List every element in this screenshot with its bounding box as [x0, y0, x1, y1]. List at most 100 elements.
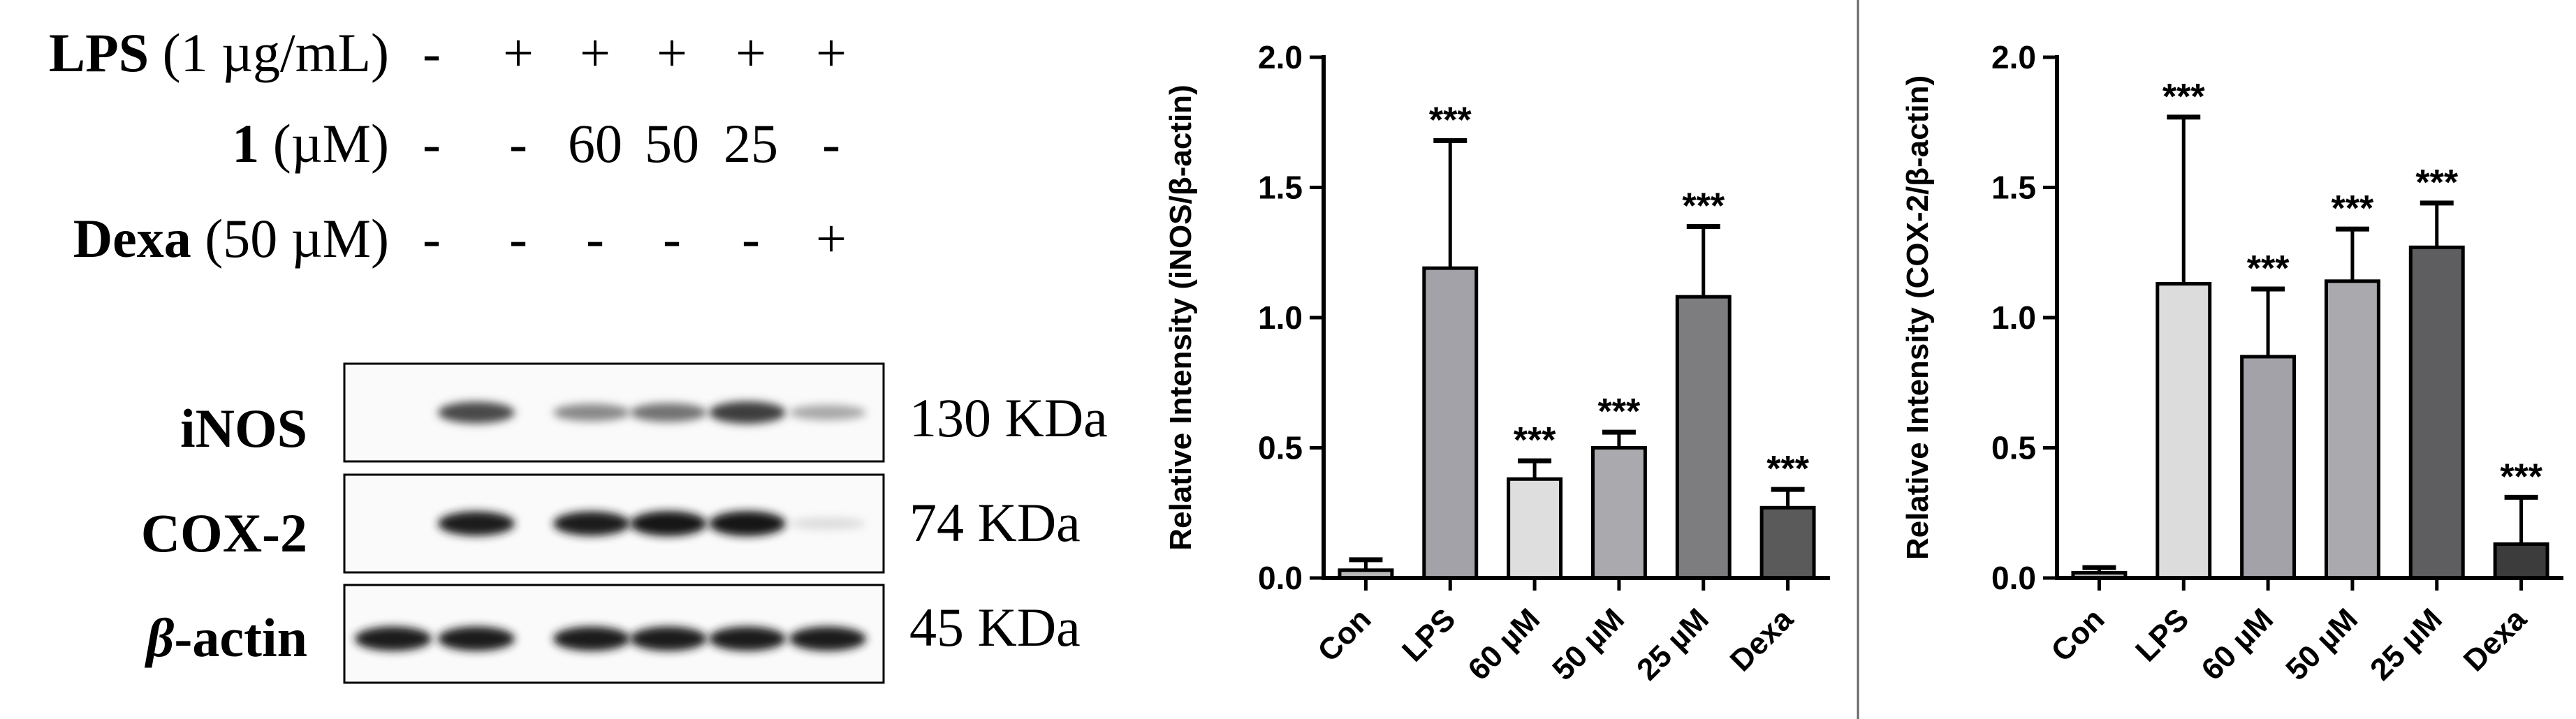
- blot-size-label: 74 KDa: [909, 492, 1081, 553]
- x-tick-label: 60 µM: [2195, 602, 2280, 687]
- blot-band: [709, 626, 786, 651]
- blot-band: [438, 401, 515, 424]
- blot-band-label: iNOS: [180, 398, 307, 459]
- treatment-mark: +: [503, 22, 534, 83]
- blot-band: [789, 405, 866, 420]
- treatment-mark: 25: [724, 113, 778, 174]
- blot-band: [438, 626, 515, 651]
- x-tick-label: 50 µM: [1546, 602, 1631, 687]
- treatment-mark: -: [822, 113, 840, 174]
- blot-band-label: β-actin: [144, 607, 307, 668]
- x-tick-label: 60 µM: [1461, 602, 1546, 687]
- y-tick-label: 1.0: [1258, 299, 1303, 336]
- bar: [1675, 295, 1732, 580]
- treatment-mark: +: [816, 22, 847, 83]
- blot-panel: [343, 362, 885, 463]
- y-tick-label: 1.5: [1991, 170, 2036, 206]
- blot-band: [553, 511, 630, 536]
- y-tick-label: 1.5: [1258, 170, 1303, 206]
- bar-chart-inos: Con *** LPS *** 60 µM *** 50 µM *** 25 µM *** Dexa…: [1164, 39, 1830, 687]
- treatment-mark: -: [423, 22, 441, 83]
- y-tick-label: 0.0: [1258, 560, 1303, 596]
- significance-label: ***: [1429, 100, 1472, 140]
- bar-chart-cox2: Con *** LPS *** 60 µM *** 50 µM *** 25 µM *** Dexa…: [1901, 39, 2563, 687]
- bar: [1759, 505, 1816, 580]
- treatment-mark: -: [586, 208, 604, 269]
- treatment-mark: -: [742, 208, 760, 269]
- bar: [2324, 279, 2380, 580]
- y-tick-label: 1.0: [1991, 299, 2036, 336]
- blot-band: [630, 626, 707, 651]
- significance-label: ***: [2500, 457, 2542, 497]
- treatment-mark: -: [509, 208, 527, 269]
- significance-label: ***: [1766, 449, 1809, 489]
- y-axis-label: Relative Intensity (iNOS/β-actin): [1164, 84, 1198, 550]
- blot-band: [630, 403, 707, 422]
- y-tick-label: 0.5: [1258, 430, 1303, 466]
- x-tick-label: LPS: [2129, 602, 2195, 668]
- bar: [2156, 282, 2212, 580]
- treatment-rest: (µM): [259, 113, 389, 174]
- blot-band: [789, 626, 866, 651]
- blot-panel: [343, 584, 885, 684]
- bar: [1590, 446, 1647, 580]
- significance-label: ***: [2415, 163, 2458, 203]
- blot-size-label: 45 KDa: [909, 597, 1081, 658]
- x-tick-label: Con: [1311, 602, 1377, 668]
- blot-band: [630, 511, 707, 536]
- significance-label: ***: [2247, 249, 2290, 289]
- treatment-row-label: Dexa (50 µM): [73, 208, 389, 269]
- treatment-mark: +: [736, 22, 766, 83]
- y-tick-label: 0.0: [1991, 560, 2036, 596]
- blot-band-label: COX-2: [141, 503, 307, 563]
- significance-label: ***: [1598, 392, 1641, 432]
- y-tick-label: 0.5: [1991, 430, 2036, 466]
- blot-band: [789, 517, 866, 530]
- blot-size-label: 130 KDa: [909, 387, 1108, 448]
- x-tick-label: 50 µM: [2279, 602, 2364, 687]
- treatment-mark: -: [423, 208, 441, 269]
- treatment-mark: +: [657, 22, 687, 83]
- treatment-row-label: 1 (µM): [232, 113, 389, 174]
- blot-band: [553, 403, 630, 422]
- treatment-mark: 50: [645, 113, 699, 174]
- y-tick-label: 2.0: [1258, 39, 1303, 75]
- band-label-text: iNOS: [180, 398, 307, 459]
- bar: [2408, 245, 2465, 580]
- x-tick-label: Con: [2044, 602, 2111, 668]
- band-label-italic: β: [144, 607, 174, 668]
- treatment-rest: (50 µM): [191, 208, 389, 269]
- bar: [2493, 542, 2549, 580]
- significance-label: ***: [2162, 77, 2205, 117]
- treatment-mark: +: [580, 22, 610, 83]
- blot-band: [709, 401, 786, 424]
- treatment-mark: 60: [568, 113, 622, 174]
- blot-band: [438, 511, 515, 536]
- treatment-bold: Dexa: [73, 208, 191, 269]
- y-tick-label: 2.0: [1991, 39, 2036, 75]
- significance-label: ***: [1514, 420, 1556, 461]
- treatment-mark: -: [509, 113, 527, 174]
- bar: [2240, 355, 2297, 580]
- bar: [1422, 266, 1479, 580]
- y-axis-label: Relative Intensity (COX-2/β-actin): [1901, 75, 1935, 560]
- band-label-text: COX-2: [141, 503, 307, 563]
- treatment-bold: LPS: [49, 22, 149, 83]
- treatment-mark: -: [423, 113, 441, 174]
- significance-label: ***: [2332, 188, 2374, 229]
- bar: [1507, 477, 1563, 580]
- blot-band: [709, 511, 786, 536]
- x-tick-label: LPS: [1396, 602, 1462, 668]
- x-tick-label: 25 µM: [2364, 602, 2449, 687]
- x-tick-label: Dexa: [1724, 602, 1800, 678]
- significance-label: ***: [1682, 186, 1725, 226]
- treatment-bold: 1: [232, 113, 259, 174]
- treatment-mark: -: [663, 208, 681, 269]
- treatment-mark: +: [816, 208, 847, 269]
- x-tick-label: 25 µM: [1630, 602, 1715, 687]
- treatment-row-label: LPS (1 µg/mL): [49, 22, 389, 83]
- band-label-text: -actin: [174, 607, 307, 668]
- x-tick-label: Dexa: [2457, 602, 2533, 678]
- blot-panel: [343, 473, 885, 574]
